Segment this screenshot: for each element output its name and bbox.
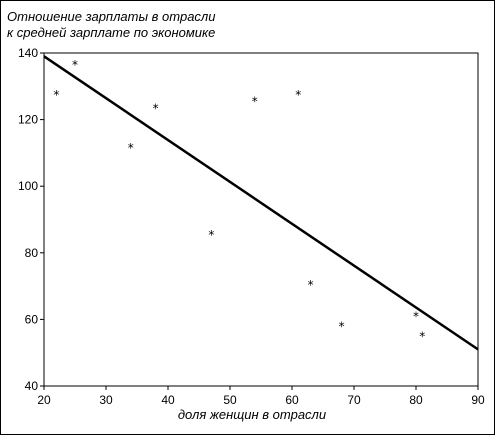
points-layer: ****** ***** bbox=[53, 58, 425, 343]
data-point: * bbox=[295, 88, 301, 102]
x-tick-label: 30 bbox=[99, 393, 113, 407]
y-tick-label: 100 bbox=[18, 179, 38, 193]
data-point: * bbox=[339, 319, 345, 333]
y-tick-label: 80 bbox=[25, 246, 39, 260]
data-point: * bbox=[413, 309, 419, 323]
x-tick-label: 70 bbox=[347, 393, 361, 407]
y-tick-label: 120 bbox=[18, 113, 38, 127]
plot-border bbox=[43, 52, 479, 387]
y-axis-ticks: 40 60 80 100 120 140 bbox=[18, 46, 44, 393]
x-tick-label: 90 bbox=[471, 393, 485, 407]
x-tick-label: 80 bbox=[409, 393, 423, 407]
data-point: * bbox=[153, 101, 159, 115]
x-axis-ticks: 20 30 40 50 60 70 80 90 bbox=[37, 386, 485, 407]
data-point: * bbox=[252, 95, 258, 109]
data-point: * bbox=[128, 141, 134, 155]
data-point: * bbox=[419, 329, 425, 343]
x-axis-label: доля женщин в отрасли bbox=[178, 407, 326, 422]
data-point: * bbox=[208, 228, 214, 242]
x-tick-label: 60 bbox=[285, 393, 299, 407]
chart-title-line-1: Отношение зарплаты в отрасли bbox=[7, 9, 215, 24]
x-tick-label: 50 bbox=[223, 393, 237, 407]
data-point: * bbox=[72, 58, 78, 72]
trendline bbox=[43, 55, 479, 351]
plot-area bbox=[43, 52, 479, 387]
x-tick-label: 20 bbox=[37, 393, 51, 407]
x-tick-label: 40 bbox=[161, 393, 175, 407]
trendline-layer bbox=[43, 55, 479, 351]
chart-title-line-2: к средней зарплате по экономике bbox=[7, 25, 215, 40]
y-tick-label: 40 bbox=[25, 379, 39, 393]
data-point: * bbox=[308, 278, 314, 292]
y-tick-label: 60 bbox=[25, 312, 39, 326]
y-tick-label: 140 bbox=[18, 46, 38, 60]
data-point: * bbox=[53, 88, 59, 102]
